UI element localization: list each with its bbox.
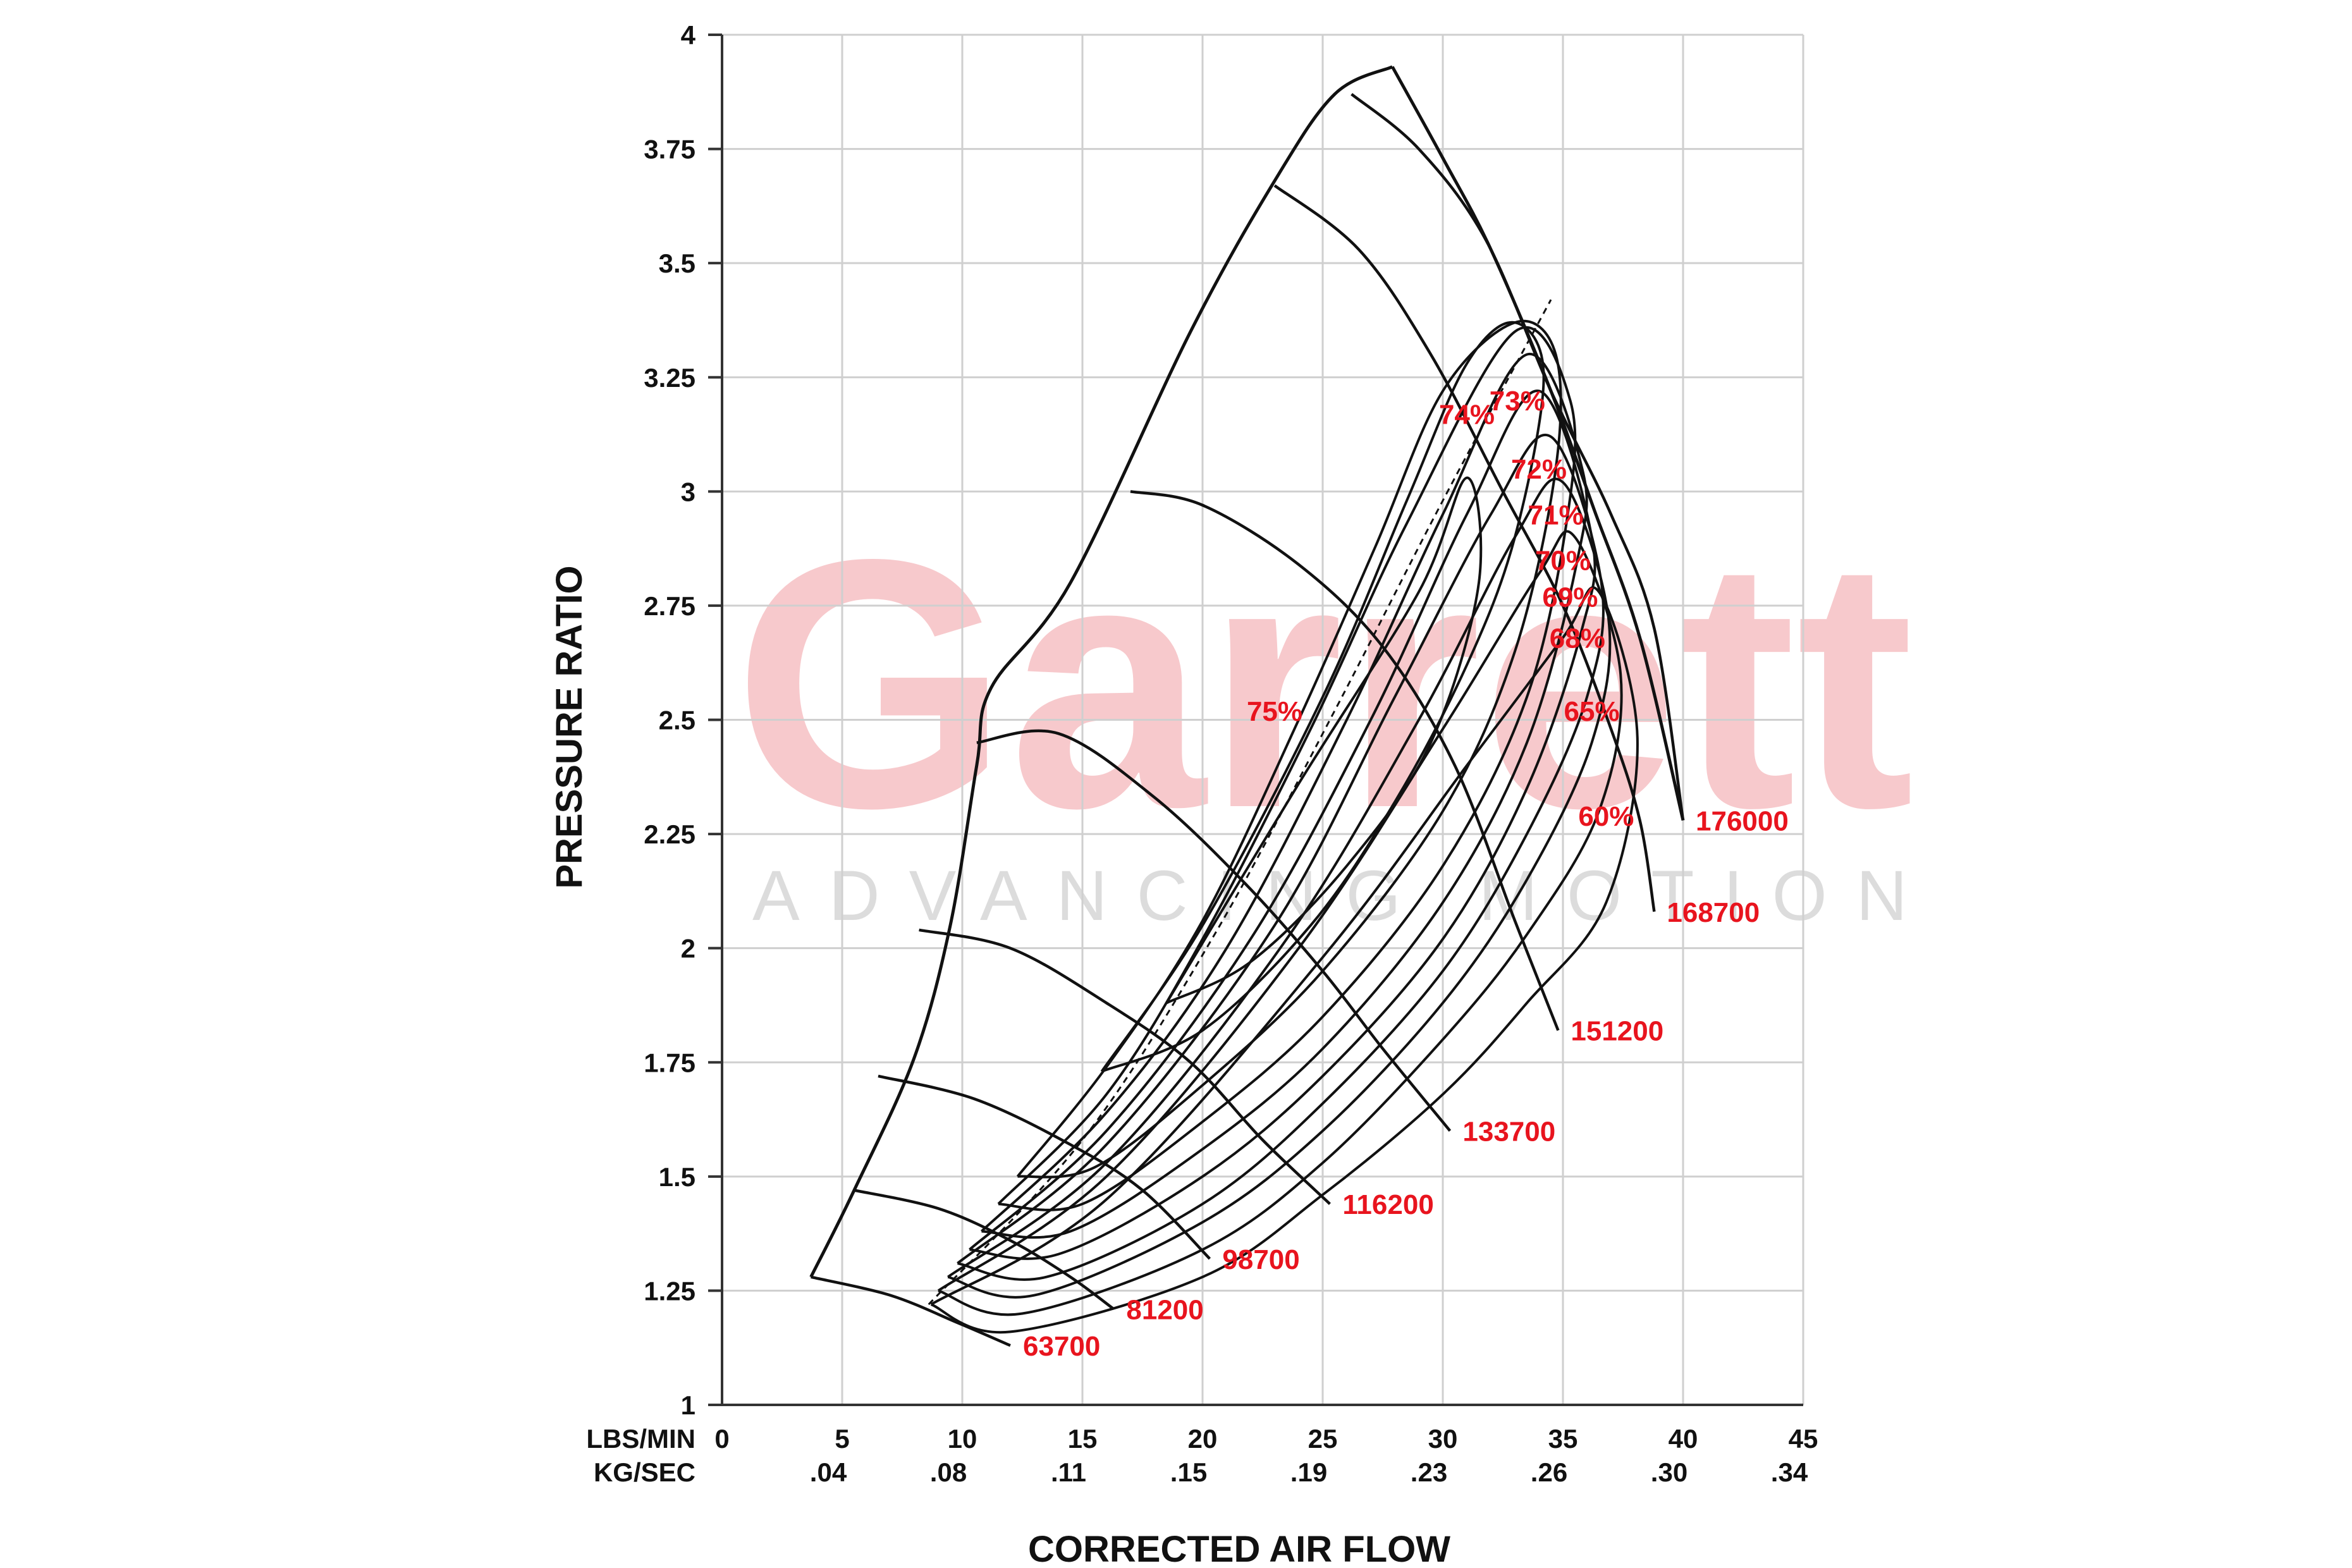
y-tick-label: 3 — [681, 477, 695, 506]
x2-tick-label: .08 — [930, 1457, 967, 1487]
efficiency-label: 60% — [1578, 801, 1634, 832]
efficiency-island-68pct — [947, 477, 1612, 1299]
choke-line — [1391, 66, 1685, 821]
speed-label: 81200 — [1126, 1294, 1203, 1325]
speed-line-81200 — [854, 1189, 1115, 1311]
x-tick-label: 45 — [1789, 1424, 1818, 1454]
speed-label: 116200 — [1342, 1189, 1433, 1220]
chart-labels: 63700 81200 98700 116200 133700 151200 168700 1… — [1023, 386, 1789, 1362]
efficiency-label: 72% — [1511, 454, 1567, 485]
y-tick-label: 1.25 — [644, 1276, 695, 1306]
efficiency-label: 75% — [1247, 696, 1302, 727]
y-tick-label: 4 — [681, 20, 696, 50]
x-tick-label: 5 — [835, 1424, 849, 1454]
speed-label: 151200 — [1571, 1016, 1663, 1047]
grid-lines — [721, 34, 1804, 1406]
x-tick-label: 15 — [1068, 1424, 1098, 1454]
y-axis-title: PRESSURE RATIO — [549, 565, 590, 888]
x2-tick-label: .19 — [1290, 1457, 1327, 1487]
x2-tick-label: .15 — [1170, 1457, 1207, 1487]
speed-line-151200 — [1130, 490, 1560, 1031]
x2-tick-label: .30 — [1651, 1457, 1687, 1487]
y-tick-label: 3.25 — [644, 363, 695, 393]
efficiency-island-65pct — [937, 530, 1623, 1316]
surge-line — [809, 65, 1393, 1278]
speed-label: 176000 — [1696, 805, 1789, 836]
y-tick-label: 1.75 — [644, 1048, 695, 1077]
x-unit-label-kg: KG/SEC — [594, 1457, 695, 1487]
watermark-brand: Garrett — [733, 486, 1914, 881]
watermark-tagline: ADVANCING MOTION — [752, 856, 1937, 935]
speed-label: 63700 — [1023, 1331, 1100, 1362]
efficiency-island-73pct — [1016, 319, 1562, 1179]
x-tick-label: 10 — [948, 1424, 977, 1454]
y-tick-label: 2.25 — [644, 819, 695, 849]
y-tick-label: 3.5 — [659, 248, 695, 278]
efficiency-label: 68% — [1550, 623, 1605, 654]
x2-tick-label: .11 — [1051, 1457, 1086, 1487]
efficiency-label: 70% — [1535, 546, 1591, 577]
efficiency-label: 65% — [1564, 696, 1620, 727]
y-tick-label: 2 — [681, 934, 695, 964]
peak-efficiency-line — [928, 299, 1552, 1306]
x2-tick-label: .04 — [810, 1457, 847, 1487]
speed-label: 133700 — [1462, 1117, 1555, 1148]
x-tick-label: 20 — [1188, 1424, 1218, 1454]
x-unit-label-lbs: LBS/MIN — [586, 1424, 695, 1454]
speed-line-116200 — [919, 928, 1331, 1205]
x-tick-label: 25 — [1308, 1424, 1338, 1454]
axes — [708, 34, 1803, 1406]
y-tick-label: 1 — [681, 1390, 695, 1420]
x-tick-label: 40 — [1669, 1424, 1698, 1454]
x2-tick-label: .34 — [1771, 1457, 1808, 1487]
x2-tick-label: .26 — [1531, 1457, 1567, 1487]
efficiency-island-60pct — [930, 586, 1639, 1334]
y-tick-label: 1.5 — [659, 1162, 695, 1192]
speed-line-133700 — [976, 729, 1452, 1132]
x-tick-label: 35 — [1548, 1424, 1578, 1454]
speed-label: 98700 — [1222, 1244, 1299, 1275]
speed-line-98700 — [878, 1074, 1211, 1260]
y-tick-label: 3.75 — [644, 135, 695, 164]
speed-label: 168700 — [1667, 897, 1760, 928]
x-axis-title: CORRECTED AIR FLOW — [1028, 1529, 1450, 1568]
speed-line-63700 — [811, 1275, 1011, 1347]
efficiency-label: 74% — [1439, 400, 1495, 431]
y-tick-label: 2.75 — [644, 591, 695, 621]
map-boundary — [809, 65, 1685, 1278]
speed-line-168700 — [1273, 184, 1656, 912]
efficiency-label: 73% — [1490, 386, 1545, 417]
x-tick-label: 0 — [714, 1424, 729, 1454]
x-tick-label: 30 — [1428, 1424, 1458, 1454]
efficiency-label: 71% — [1528, 499, 1584, 530]
efficiency-label: 69% — [1542, 582, 1598, 613]
efficiency-island-72pct — [997, 326, 1577, 1211]
x2-tick-label: .23 — [1411, 1457, 1447, 1487]
y-tick-label: 2.5 — [659, 706, 695, 735]
